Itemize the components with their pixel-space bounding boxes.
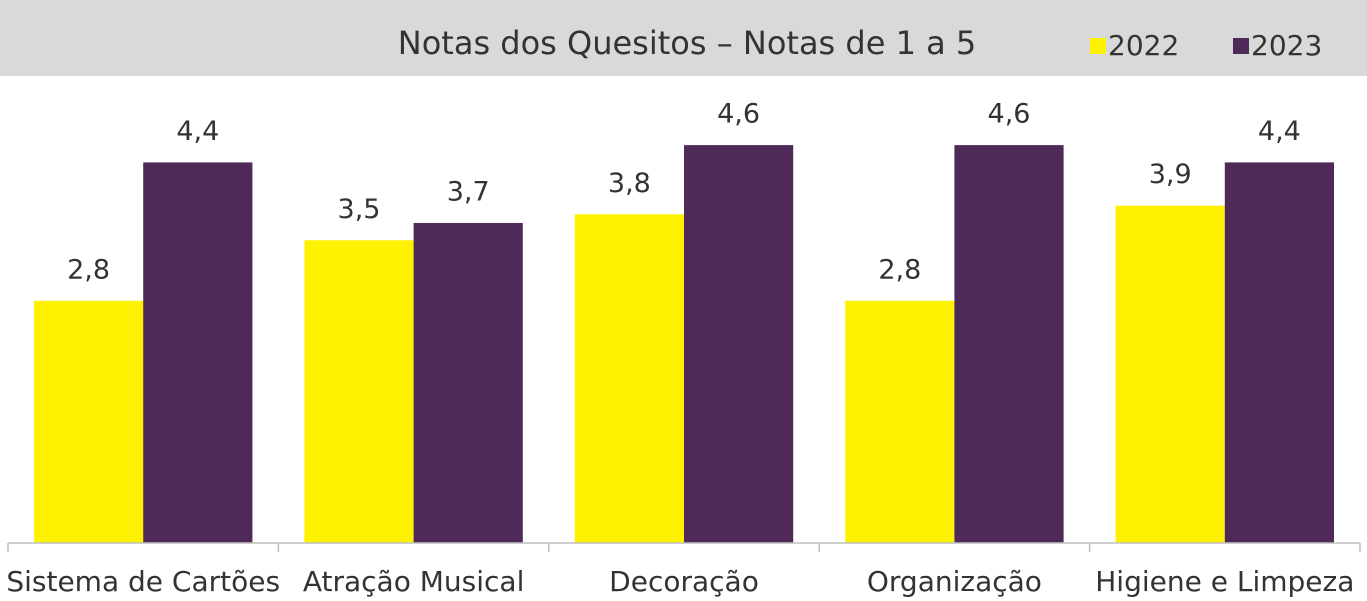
bar	[1224, 162, 1334, 543]
x-tick-label: Atração Musical	[303, 565, 525, 598]
x-tick-label: Organização	[867, 565, 1042, 598]
data-label: 3,9	[1149, 159, 1192, 190]
legend-swatch	[1233, 38, 1249, 54]
bar	[1115, 205, 1225, 543]
bar	[574, 214, 684, 544]
data-label: 3,8	[608, 168, 651, 199]
bar	[684, 145, 794, 543]
data-label: 3,5	[338, 194, 381, 225]
bar	[34, 300, 144, 543]
x-tick-label: Sistema de Cartões	[6, 565, 280, 598]
chart-title: Notas dos Quesitos – Notas de 1 a 5	[398, 24, 976, 62]
x-tick-label: Higiene e Limpeza	[1095, 565, 1354, 598]
data-label: 4,6	[717, 99, 760, 130]
legend-label: 2022	[1108, 29, 1179, 62]
bar	[954, 145, 1064, 543]
data-label: 2,8	[67, 254, 110, 285]
data-label: 3,7	[447, 176, 490, 207]
data-label: 4,4	[1258, 116, 1301, 147]
x-tick-label: Decoração	[609, 565, 759, 598]
data-label: 4,4	[176, 116, 219, 147]
legend-swatch	[1090, 38, 1106, 54]
bar	[304, 240, 414, 543]
legend-label: 2023	[1251, 29, 1322, 62]
bar	[143, 162, 253, 543]
bar	[845, 300, 955, 543]
data-label: 2,8	[878, 254, 921, 285]
bar	[413, 222, 523, 543]
data-label: 4,6	[988, 99, 1031, 130]
header-band	[0, 0, 1367, 76]
